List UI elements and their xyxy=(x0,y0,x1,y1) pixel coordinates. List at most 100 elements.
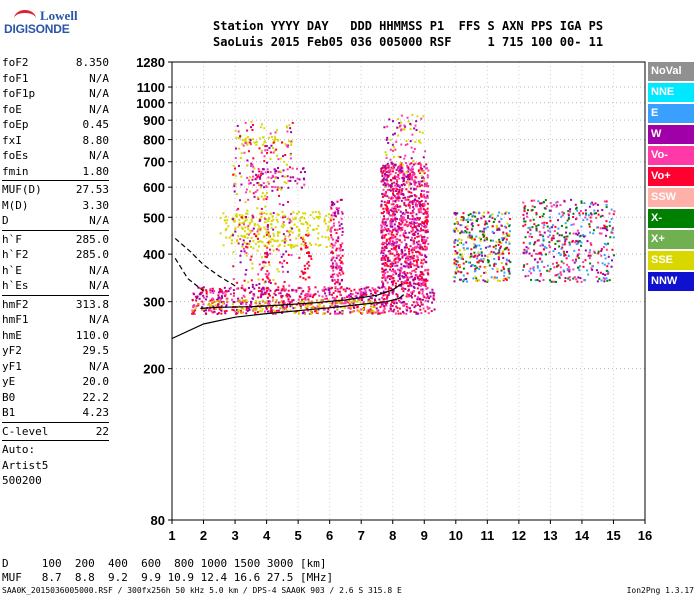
echo-point xyxy=(289,179,292,182)
echo-point xyxy=(243,151,246,154)
echo-point xyxy=(254,190,257,193)
echo-point xyxy=(393,301,396,304)
echo-point xyxy=(566,235,569,238)
echo-point xyxy=(392,262,395,265)
echo-point xyxy=(245,300,248,303)
echo-point xyxy=(536,266,539,269)
echo-point xyxy=(416,228,419,231)
echo-point xyxy=(486,226,489,229)
echo-point xyxy=(268,216,271,219)
echo-point xyxy=(384,279,387,282)
echo-point xyxy=(265,252,268,255)
echo-point xyxy=(306,262,309,265)
echo-point xyxy=(559,271,562,274)
echo-point xyxy=(362,291,365,294)
echo-point xyxy=(330,236,333,239)
param-row: hmF1 N/A xyxy=(2,312,109,328)
echo-point xyxy=(272,141,275,144)
echo-point xyxy=(493,257,496,260)
echo-point xyxy=(267,300,270,303)
echo-point xyxy=(237,225,240,228)
echo-point xyxy=(556,200,559,203)
echo-point xyxy=(404,260,407,263)
echo-point xyxy=(274,186,277,189)
echo-point xyxy=(294,306,297,309)
echo-point xyxy=(552,224,555,227)
echo-point xyxy=(234,230,237,233)
echo-point xyxy=(408,204,411,207)
echo-point xyxy=(423,180,426,183)
echo-point xyxy=(381,276,384,279)
echo-point xyxy=(423,184,426,187)
echo-point xyxy=(249,229,252,232)
echo-point xyxy=(453,280,456,283)
echo-point xyxy=(498,238,501,241)
echo-point xyxy=(411,236,414,239)
echo-point xyxy=(300,236,303,239)
echo-point xyxy=(338,290,341,293)
echo-point xyxy=(385,183,388,186)
echo-point xyxy=(419,163,422,166)
echo-point xyxy=(268,294,271,297)
echo-point xyxy=(284,215,287,218)
echo-point xyxy=(302,273,305,276)
echo-point xyxy=(406,196,409,199)
echo-point xyxy=(398,259,401,262)
echo-point xyxy=(260,290,263,293)
echo-point xyxy=(194,309,197,312)
echo-point xyxy=(304,278,307,281)
echo-point xyxy=(557,273,560,276)
echo-point xyxy=(405,281,408,284)
echo-point xyxy=(273,234,276,237)
echo-point xyxy=(498,227,501,230)
echo-point xyxy=(477,251,480,254)
echo-point xyxy=(335,262,338,265)
echo-point xyxy=(339,273,342,276)
echo-point xyxy=(409,255,412,258)
echo-point xyxy=(249,190,252,193)
echo-point xyxy=(315,227,318,230)
echo-point xyxy=(218,308,221,311)
echo-point xyxy=(258,137,261,140)
echo-point xyxy=(391,240,394,243)
echo-point xyxy=(554,274,557,277)
echo-point xyxy=(383,286,386,289)
echo-point xyxy=(301,238,304,241)
echo-point xyxy=(599,271,602,274)
echo-point xyxy=(251,297,254,300)
echo-point xyxy=(397,167,400,170)
echo-point xyxy=(400,267,403,270)
echo-point xyxy=(350,305,353,308)
echo-point xyxy=(385,204,388,207)
echo-point xyxy=(426,176,429,179)
echo-point xyxy=(394,196,397,199)
echo-point xyxy=(266,296,269,299)
echo-point xyxy=(270,310,273,313)
echo-point xyxy=(564,240,567,243)
x-tick-label: 16 xyxy=(638,528,652,543)
echo-point xyxy=(390,303,393,306)
echo-point xyxy=(359,295,362,298)
echo-point xyxy=(219,217,222,220)
echo-point xyxy=(398,122,401,125)
echo-point xyxy=(387,289,390,292)
echo-point xyxy=(266,270,269,273)
echo-point xyxy=(416,296,419,299)
echo-point xyxy=(362,306,365,309)
echo-point xyxy=(233,185,236,188)
echo-point xyxy=(498,211,501,214)
echo-point xyxy=(399,125,402,128)
echo-point xyxy=(194,307,197,310)
echo-point xyxy=(266,253,269,256)
echo-point xyxy=(321,295,324,298)
echo-point xyxy=(314,211,317,214)
echo-point xyxy=(241,284,244,287)
echo-point xyxy=(277,249,280,252)
echo-point xyxy=(478,259,481,262)
echo-point xyxy=(607,262,610,265)
echo-point xyxy=(311,306,314,309)
echo-point xyxy=(282,222,285,225)
echo-point xyxy=(260,123,263,126)
echo-point xyxy=(386,188,389,191)
echo-point xyxy=(597,252,600,255)
